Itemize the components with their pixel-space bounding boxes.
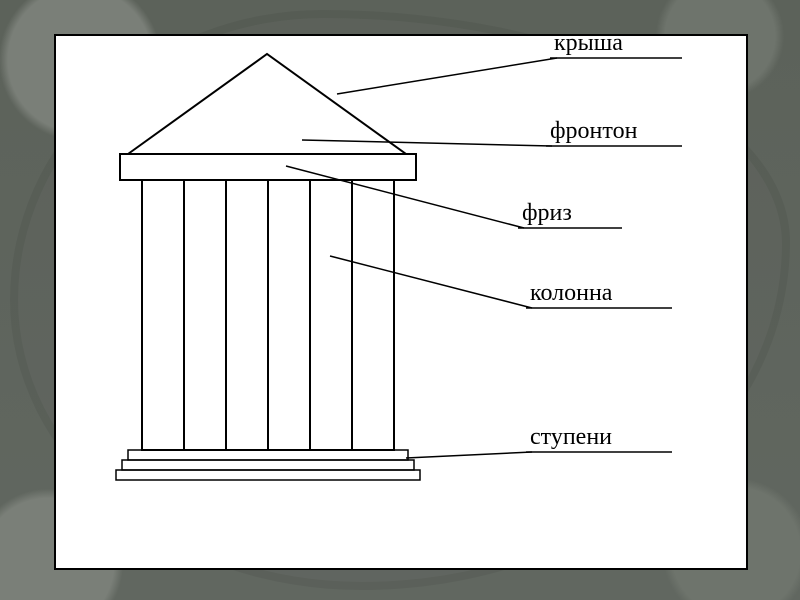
label-fronton: фронтон — [550, 118, 637, 145]
leader-frieze — [286, 166, 524, 228]
label-column: колонна — [530, 280, 612, 307]
leader-roof — [337, 58, 557, 94]
label-frieze: фриз — [522, 200, 572, 227]
temple-diagram — [56, 36, 746, 568]
step-1 — [122, 460, 414, 470]
label-roof: крыша — [554, 30, 623, 57]
leader-steps — [406, 452, 532, 458]
leader-column — [330, 256, 532, 308]
label-steps: ступени — [530, 424, 612, 451]
frieze — [120, 154, 416, 180]
roof — [128, 54, 406, 154]
diagram-panel: крыша фронтон фриз колонна ступени — [54, 34, 748, 570]
step-0 — [128, 450, 408, 460]
slide-frame: крыша фронтон фриз колонна ступени — [0, 0, 800, 600]
step-2 — [116, 470, 420, 480]
leader-fronton — [302, 140, 552, 146]
